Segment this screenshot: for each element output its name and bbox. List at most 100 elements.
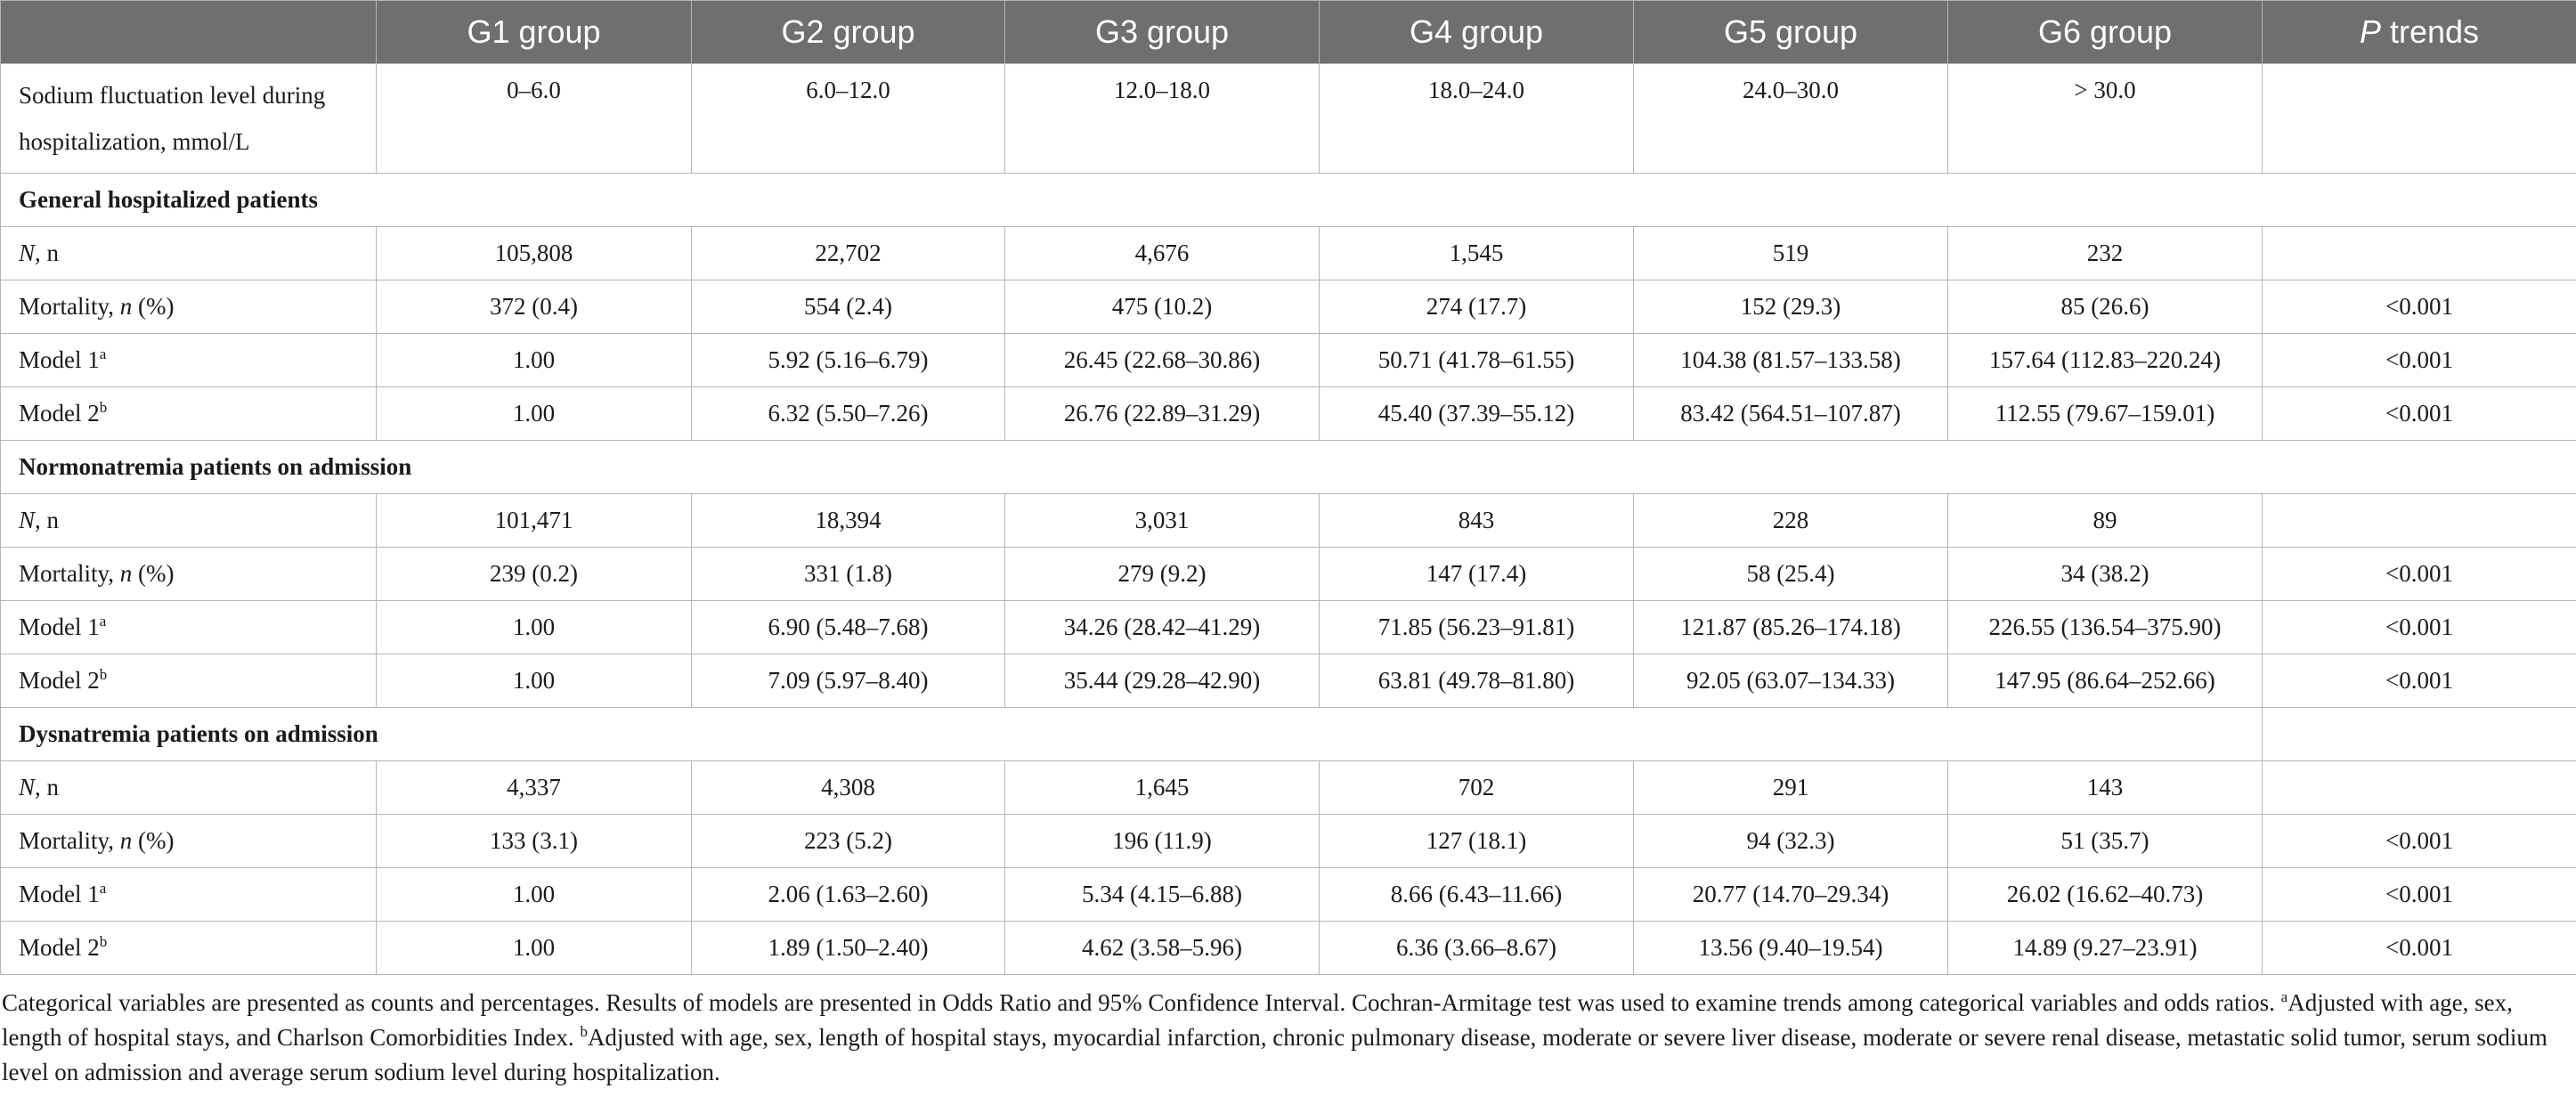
value-cell-g3: 26.76 (22.89–31.29) xyxy=(1004,386,1320,441)
footnote-a: Adjusted with age, sex, length of hospit… xyxy=(2,989,2513,1051)
fluctuation-p xyxy=(2262,63,2576,174)
row-label-main: Model 1 xyxy=(19,614,100,640)
row-label-main: Mortality, xyxy=(19,827,120,854)
header-cell-g5: G5 group xyxy=(1633,0,1948,64)
p-trends-label: trends xyxy=(2389,13,2480,50)
p-trend-cell: <0.001 xyxy=(2262,280,2576,334)
value-cell-g1: 105,808 xyxy=(376,226,692,280)
value-cell-g6: 14.89 (9.27–23.91) xyxy=(1947,921,2263,975)
value-cell-g2: 7.09 (5.97–8.40) xyxy=(691,654,1005,708)
value-cell-g1: 101,471 xyxy=(376,493,692,548)
value-cell-g5: 20.77 (14.70–29.34) xyxy=(1633,867,1948,922)
table-body: Sodium fluctuation level during hospital… xyxy=(0,63,2576,975)
fluctuation-g4: 18.0–24.0 xyxy=(1319,63,1634,174)
fluctuation-label: Sodium fluctuation level during hospital… xyxy=(0,63,377,174)
p-letter: P xyxy=(2359,13,2381,50)
fluctuation-g5: 24.0–30.0 xyxy=(1633,63,1948,174)
row-label: Model 1a xyxy=(0,867,377,922)
row-label: Model 2b xyxy=(0,921,377,975)
section-title: General hospitalized patients xyxy=(0,173,2576,227)
header-cell-g3: G3 group xyxy=(1004,0,1320,64)
model1-row: Model 1a 1.00 2.06 (1.63–2.60) 5.34 (4.15–6… xyxy=(0,867,2576,922)
value-cell-g3: 4,676 xyxy=(1004,226,1320,280)
section-title: Dysnatremia patients on admission xyxy=(0,707,2263,761)
value-cell-g6: 226.55 (136.54–375.90) xyxy=(1947,600,2263,654)
row-label-main: Model 2 xyxy=(19,400,100,427)
row-label-rest: (%) xyxy=(132,293,175,320)
row-label-rest-text: , n xyxy=(35,507,60,533)
value-cell-g5: 94 (32.3) xyxy=(1633,814,1948,868)
row-label-main: Mortality, xyxy=(19,293,120,320)
value-cell-g1: 4,337 xyxy=(376,760,692,815)
section-title: Normonatremia patients on admission xyxy=(0,440,2576,494)
row-label-main: Mortality, xyxy=(19,560,120,587)
p-trend-cell: <0.001 xyxy=(2262,867,2576,922)
value-cell-g6: 34 (38.2) xyxy=(1947,547,2263,601)
value-cell-g1: 1.00 xyxy=(376,867,692,922)
row-label: Model 1a xyxy=(0,600,377,654)
row-label-sup: b xyxy=(99,666,108,683)
p-trend-cell xyxy=(2262,760,2576,815)
value-cell-g1: 1.00 xyxy=(376,600,692,654)
row-label-main: N xyxy=(19,240,36,266)
table-header: G1 group G2 group G3 group G4 group G5 g… xyxy=(0,0,2576,64)
row-label-rest-text: , n xyxy=(35,774,60,800)
value-cell-g1: 239 (0.2) xyxy=(376,547,692,601)
value-cell-g3: 196 (11.9) xyxy=(1004,814,1320,868)
value-cell-g6: 143 xyxy=(1947,760,2263,815)
value-cell-g6: 89 xyxy=(1947,493,2263,548)
value-cell-g6: 157.64 (112.83–220.24) xyxy=(1947,333,2263,387)
value-cell-g3: 3,031 xyxy=(1004,493,1320,548)
model1-row: Model 1a 1.00 5.92 (5.16–6.79) 26.45 (22.68… xyxy=(0,333,2576,387)
fluctuation-row: Sodium fluctuation level during hospital… xyxy=(0,63,2576,174)
row-label-sup: b xyxy=(99,399,108,416)
value-cell-g4: 274 (17.7) xyxy=(1319,280,1634,334)
row-label-sup: a xyxy=(99,880,107,897)
value-cell-g3: 26.45 (22.68–30.86) xyxy=(1004,333,1320,387)
p-trend-cell: <0.001 xyxy=(2262,654,2576,708)
value-cell-g5: 104.38 (81.57–133.58) xyxy=(1633,333,1948,387)
value-cell-g2: 554 (2.4) xyxy=(691,280,1005,334)
row-label-italic: n xyxy=(119,827,133,854)
value-cell-g3: 35.44 (29.28–42.90) xyxy=(1004,654,1320,708)
mortality-row: Mortality, n (%) 239 (0.2) 331 (1.8) 279 (9… xyxy=(0,547,2576,601)
model2-row: Model 2b 1.00 1.89 (1.50–2.40) 4.62 (3.58–5… xyxy=(0,921,2576,975)
row-label: Mortality, n (%) xyxy=(0,814,377,868)
row-label: Mortality, n (%) xyxy=(0,547,377,601)
results-table: G1 group G2 group G3 group G4 group G5 g… xyxy=(0,0,2576,975)
value-cell-g1: 1.00 xyxy=(376,921,692,975)
p-trend-cell: <0.001 xyxy=(2262,814,2576,868)
row-label: Mortality, n (%) xyxy=(0,280,377,334)
value-cell-g6: 147.95 (86.64–252.66) xyxy=(1947,654,2263,708)
n-row: N, n 4,337 4,308 1,645 702 291 143 xyxy=(0,760,2576,815)
value-cell-g4: 63.81 (49.78–81.80) xyxy=(1319,654,1634,708)
value-cell-g6: 112.55 (79.67–159.01) xyxy=(1947,386,2263,441)
value-cell-g4: 8.66 (6.43–11.66) xyxy=(1319,867,1634,922)
value-cell-g2: 331 (1.8) xyxy=(691,547,1005,601)
value-cell-g2: 6.90 (5.48–7.68) xyxy=(691,600,1005,654)
p-trend-cell: <0.001 xyxy=(2262,921,2576,975)
footnote-b-mark: b xyxy=(580,1023,588,1040)
value-cell-g5: 13.56 (9.40–19.54) xyxy=(1633,921,1948,975)
row-label: Model 2b xyxy=(0,386,377,441)
row-label: N, n xyxy=(0,760,377,815)
fluctuation-g2: 6.0–12.0 xyxy=(691,63,1005,174)
n-row: N, n 105,808 22,702 4,676 1,545 519 232 xyxy=(0,226,2576,280)
row-label-main: Model 1 xyxy=(19,881,100,907)
p-trend-cell: <0.001 xyxy=(2262,386,2576,441)
value-cell-g2: 6.32 (5.50–7.26) xyxy=(691,386,1005,441)
model2-row: Model 2b 1.00 6.32 (5.50–7.26) 26.76 (22.89… xyxy=(0,386,2576,441)
mortality-row: Mortality, n (%) 133 (3.1) 223 (5.2) 196 (1… xyxy=(0,814,2576,868)
value-cell-g1: 1.00 xyxy=(376,333,692,387)
value-cell-g1: 372 (0.4) xyxy=(376,280,692,334)
footnote-a-mark: a xyxy=(2280,988,2288,1005)
p-trend-cell: <0.001 xyxy=(2262,547,2576,601)
row-label-rest-text: , n xyxy=(35,240,60,266)
row-label-sup: b xyxy=(99,933,108,950)
model1-row: Model 1a 1.00 6.90 (5.48–7.68) 34.26 (28.42… xyxy=(0,600,2576,654)
header-cell-g1: G1 group xyxy=(376,0,692,64)
section-header-row: Normonatremia patients on admission xyxy=(0,440,2576,494)
footnote-b: Adjusted with age, sex, length of hospit… xyxy=(2,1024,2548,1085)
value-cell-g5: 228 xyxy=(1633,493,1948,548)
value-cell-g4: 45.40 (37.39–55.12) xyxy=(1319,386,1634,441)
